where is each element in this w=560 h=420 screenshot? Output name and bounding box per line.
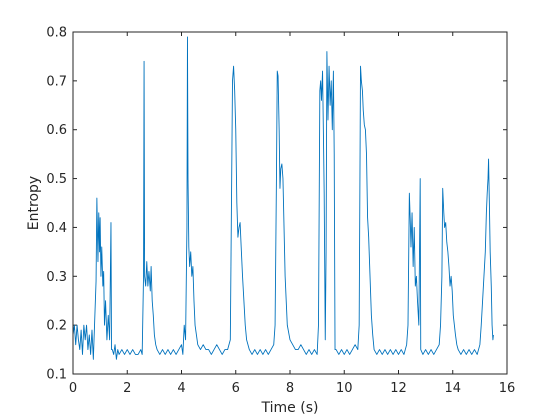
- x-tick-label: 12: [390, 381, 407, 396]
- x-tick-label: 2: [123, 381, 131, 396]
- axes-frame: [72, 31, 508, 375]
- y-tick-label: 0.3: [46, 270, 67, 285]
- series-layer: [72, 36, 494, 360]
- y-tick-label: 0.8: [46, 26, 67, 41]
- x-tick-label: 10: [336, 381, 353, 396]
- x-tick-label: 16: [499, 381, 516, 396]
- y-tick-label: 0.7: [46, 74, 67, 89]
- x-tick-label: 4: [177, 381, 185, 396]
- x-tick-label: 8: [286, 381, 294, 396]
- x-tick-label: 14: [444, 381, 461, 396]
- y-tick-label: 0.6: [46, 123, 67, 138]
- x-tick-label: 0: [69, 381, 77, 396]
- y-tick-label: 0.1: [46, 368, 67, 383]
- x-axis-ticks: 0 2 4 6 8 10 12 14 16: [69, 32, 515, 396]
- y-tick-label: 0.4: [46, 221, 67, 236]
- y-axis-ticks: 0.1 0.2 0.3 0.4 0.5 0.6 0.7 0.8: [46, 26, 507, 383]
- y-axis-title: Entropy: [26, 176, 42, 230]
- plot-area: [73, 32, 507, 374]
- x-tick-label: 6: [232, 381, 240, 396]
- x-axis-title: Time (s): [261, 400, 319, 416]
- y-tick-label: 0.5: [46, 172, 67, 187]
- entropy-series-line: [72, 36, 494, 360]
- y-tick-label: 0.2: [46, 319, 67, 334]
